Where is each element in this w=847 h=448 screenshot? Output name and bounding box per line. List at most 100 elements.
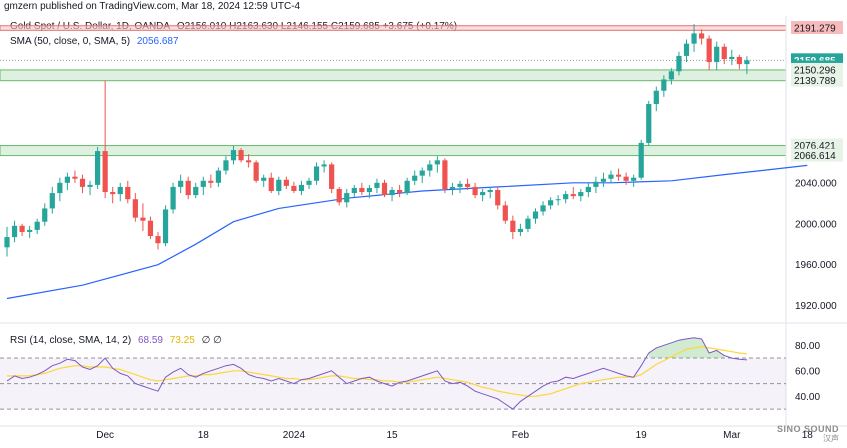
candle-body (261, 177, 267, 181)
candle-body (646, 104, 652, 143)
candle-body (570, 194, 576, 197)
candle-body (540, 205, 546, 212)
candle-body (653, 90, 659, 105)
candle-body (615, 174, 622, 177)
candle-body (427, 164, 433, 171)
candle-body (487, 189, 493, 193)
candle-body (563, 194, 569, 200)
rsi-overbought-fill (648, 337, 725, 359)
price-tick-label: 2000.000 (795, 219, 837, 230)
candle-body (548, 200, 554, 206)
candle-body (457, 183, 463, 187)
candle-body (132, 199, 138, 218)
candle-body (253, 162, 259, 181)
candle-body (79, 178, 86, 187)
support-price-label: 2076.421 (794, 141, 836, 152)
candle-body (532, 211, 539, 219)
price-tick-label: 1960.000 (795, 260, 837, 271)
candle-body (442, 160, 448, 189)
candle-body (397, 189, 403, 194)
candle-body (95, 151, 101, 185)
time-axis-label: Dec (96, 430, 114, 441)
zone-resistance-0 (0, 25, 787, 31)
candle-body (706, 38, 712, 63)
candle-body (27, 229, 33, 232)
resistance-price-label-bg (791, 20, 843, 34)
candle-body (125, 186, 131, 200)
candle-body (268, 177, 274, 192)
candle-body (64, 176, 70, 183)
candle-body (155, 236, 161, 244)
candle-body (162, 209, 169, 244)
candle-body (419, 170, 425, 176)
candle-body (600, 178, 607, 182)
candle-body (329, 164, 335, 189)
candle-body (178, 180, 184, 187)
support-price-label-bg (791, 148, 843, 162)
candle-body (721, 46, 727, 59)
rsi-line (6, 337, 747, 410)
candle-body (578, 192, 584, 197)
candle-body (110, 192, 116, 195)
time-axis-label: 19 (636, 430, 648, 441)
candle-body (276, 179, 282, 192)
time-axis-label: Mar (723, 430, 741, 441)
candle-body (389, 189, 395, 196)
candle-body (404, 180, 410, 194)
candle-body (359, 187, 365, 193)
candle-body (170, 186, 176, 210)
candle-body (517, 228, 523, 232)
candle-body (223, 160, 229, 171)
candles-layer (4, 24, 750, 257)
candle-body (464, 183, 471, 187)
support-price-label-bg (791, 138, 843, 152)
candle-body (147, 220, 154, 237)
candle-body (291, 185, 297, 192)
candle-body (714, 46, 720, 63)
rsi-extra: ∅ ∅ (201, 335, 222, 346)
time-axis-label: 18 (198, 430, 210, 441)
sma-layer (6, 164, 808, 300)
candle-body (208, 180, 214, 183)
candle-body (480, 192, 486, 196)
candle-body (381, 182, 388, 196)
candle-body (57, 182, 63, 194)
candle-body (102, 151, 108, 193)
candle-body (661, 79, 667, 91)
candle-body (374, 182, 380, 188)
support-price-label-bg (791, 62, 843, 76)
sma-line (6, 164, 808, 300)
candle-body (306, 180, 312, 185)
candle-body (117, 186, 123, 195)
candle-body (502, 205, 508, 221)
support-price-label: 2066.614 (794, 151, 836, 162)
candle-body (449, 186, 456, 189)
candle-body (744, 60, 750, 65)
candle-body (585, 186, 591, 193)
candle-body (42, 208, 48, 222)
candle-body (87, 184, 93, 187)
candle-body (321, 164, 327, 167)
candle-body (638, 142, 644, 178)
candle-body (34, 221, 40, 230)
time-axis-label: 15 (386, 430, 398, 441)
candle-body (412, 175, 418, 181)
rsi-value: 68.59 (137, 335, 163, 346)
candle-body (434, 160, 440, 165)
zone-support-1 (0, 69, 787, 82)
time-axis-label: Feb (512, 430, 530, 441)
candle-body (298, 184, 305, 192)
candle-body (668, 71, 674, 80)
candle-body (631, 177, 637, 181)
candle-body (623, 176, 629, 181)
candle-body (351, 187, 357, 194)
rsi-label: RSI (14, close, SMA, 14, 2) (10, 335, 132, 346)
candle-body (593, 181, 599, 187)
candle-body (336, 188, 342, 203)
time-axis-label: 2024 (283, 430, 306, 441)
published-header: gmzern published on TradingView.com, Mar… (4, 1, 301, 12)
sma-label: SMA (50, close, 0, SMA, 5) (10, 36, 131, 47)
candle-body (691, 33, 697, 44)
